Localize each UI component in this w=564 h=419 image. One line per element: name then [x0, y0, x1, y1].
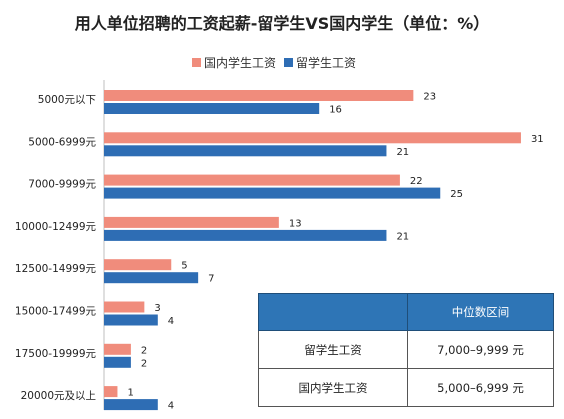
data-label: 21 [396, 231, 409, 242]
category-label: 12500-14999元 [15, 263, 97, 275]
bar-domestic [104, 174, 400, 186]
table-cell-group: 国内学生工资 [258, 368, 408, 407]
bar-domestic [104, 132, 521, 144]
data-label: 23 [423, 92, 436, 103]
data-label: 16 [329, 105, 342, 116]
data-label: 4 [168, 401, 174, 412]
bar-overseas [104, 187, 441, 199]
category-label: 20000元及以上 [21, 390, 96, 402]
data-label: 21 [396, 147, 409, 158]
bar-overseas [104, 229, 387, 241]
table-cell-median: 7,000–9,999 元 [407, 330, 554, 369]
bar-domestic [104, 301, 145, 313]
category-label: 17500-19999元 [15, 348, 97, 360]
bar-overseas [104, 272, 199, 284]
table-header-median: 中位数区间 [407, 293, 554, 331]
category-label: 5000元以下 [38, 94, 96, 106]
legend-item-overseas: 留学生工资 [284, 54, 356, 71]
legend-swatch-domestic [192, 58, 201, 67]
category-label: 5000-6999元 [28, 136, 96, 148]
bar-overseas [104, 103, 320, 114]
table-cell-group: 留学生工资 [258, 330, 408, 369]
bar-domestic [104, 386, 118, 398]
median-table: 中位数区间 留学生工资 7,000–9,999 元 国内学生工资 5,000–6… [258, 293, 554, 407]
bar-overseas [104, 399, 158, 411]
legend-label-overseas: 留学生工资 [296, 56, 357, 70]
category-label: 7000-9999元 [28, 179, 96, 191]
data-label: 5 [181, 261, 187, 272]
table-row: 留学生工资 7,000–9,999 元 [258, 330, 554, 369]
data-label: 7 [208, 274, 214, 285]
data-label: 13 [289, 218, 302, 229]
legend-item-domestic: 国内学生工资 [192, 54, 276, 71]
bar-domestic [104, 90, 414, 101]
category-label: 10000-12499元 [15, 221, 97, 233]
bar-overseas [104, 145, 387, 157]
data-label: 4 [168, 316, 174, 327]
bar-overseas [104, 314, 158, 326]
table-cell-median: 5,000–6,999 元 [407, 368, 554, 407]
median-table-container: 中位数区间 留学生工资 7,000–9,999 元 国内学生工资 5,000–6… [258, 293, 554, 407]
legend: 国内学生工资 留学生工资 [192, 54, 364, 71]
table-header-row: 中位数区间 [258, 293, 554, 331]
chart-title: 用人单位招聘的工资起薪-留学生VS国内学生（单位：%） [74, 14, 490, 33]
bar-domestic [104, 343, 131, 355]
data-label: 25 [450, 189, 463, 200]
table-header-blank [258, 293, 408, 331]
bar-domestic [104, 216, 279, 228]
data-label: 31 [531, 134, 544, 145]
data-label: 1 [127, 388, 133, 399]
category-label: 15000-17499元 [15, 306, 97, 318]
table-row: 国内学生工资 5,000–6,999 元 [258, 368, 554, 407]
data-label: 22 [410, 176, 423, 187]
data-label: 2 [141, 358, 147, 369]
legend-label-domestic: 国内学生工资 [204, 56, 277, 70]
bar-domestic [104, 259, 172, 271]
data-label: 2 [141, 345, 147, 356]
bar-overseas [104, 356, 131, 368]
legend-swatch-overseas [284, 58, 294, 67]
data-label: 3 [154, 303, 160, 314]
